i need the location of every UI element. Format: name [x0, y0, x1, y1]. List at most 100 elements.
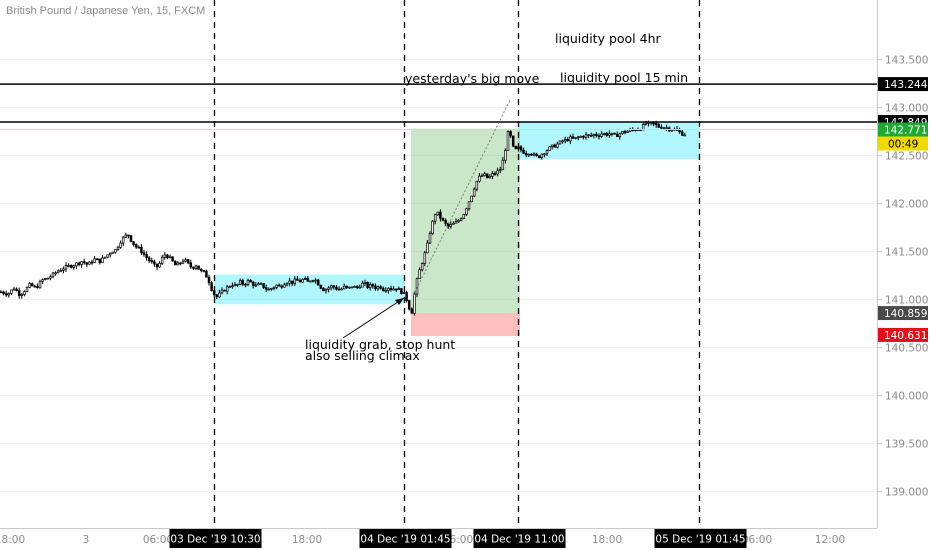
- date-badge-label: 05 Dec '19 01:45: [655, 534, 745, 546]
- trade-path-line: [412, 99, 511, 297]
- candle-body: [329, 285, 333, 289]
- candle-body: [20, 294, 24, 296]
- candle-body: [327, 287, 330, 290]
- x-tick-label: 06:00: [742, 534, 772, 546]
- candle-body: [33, 285, 37, 288]
- candle-body: [231, 285, 234, 288]
- price-label: 140.859: [884, 308, 927, 320]
- x-tick-label: 06:00: [143, 534, 173, 546]
- candle-body: [480, 175, 484, 178]
- candle-body: [553, 144, 557, 148]
- candle-body: [301, 279, 304, 283]
- y-tick-label: 142.500: [885, 151, 928, 163]
- candle-body: [571, 136, 575, 139]
- y-tick-label: 141.000: [885, 295, 928, 307]
- candle-body: [504, 150, 507, 161]
- candle-body: [322, 287, 325, 292]
- candle-body: [145, 254, 148, 259]
- candle-body: [454, 221, 458, 224]
- zone-long-risk[interactable]: [411, 312, 520, 336]
- candle-body: [623, 131, 627, 133]
- candle-body: [153, 261, 156, 265]
- candle-body: [150, 260, 154, 263]
- candle-body: [394, 288, 398, 291]
- candle-body: [491, 173, 494, 177]
- candle-body: [415, 278, 419, 295]
- candle-body: [43, 278, 47, 281]
- candle-body: [199, 269, 203, 271]
- candle-body: [116, 246, 120, 250]
- date-badge-label: 04 Dec '19 11:00: [474, 534, 564, 546]
- time-axis[interactable]: 18:00306:0012:0018:00406:0012:0018:00506…: [0, 529, 845, 548]
- candle-body: [522, 149, 525, 154]
- candle-body: [470, 195, 473, 203]
- candle-body: [589, 134, 593, 137]
- candle-body: [218, 292, 221, 298]
- candle-body: [530, 153, 533, 156]
- candle-body: [535, 153, 538, 157]
- candle-body: [613, 132, 616, 135]
- candle-body: [38, 281, 42, 289]
- candle-body: [114, 249, 117, 253]
- date-badge-bg: [654, 529, 747, 548]
- candle-body: [337, 288, 341, 291]
- candle-body: [160, 256, 164, 264]
- candle-body: [2, 291, 5, 295]
- candle-body: [311, 280, 315, 282]
- candle-body: [475, 180, 479, 190]
- candle-body: [353, 286, 356, 288]
- candle-body: [25, 286, 29, 292]
- y-tick-label: 143.500: [885, 55, 928, 67]
- candle-body: [296, 278, 299, 281]
- candle-body: [298, 280, 302, 283]
- candle-body: [0, 291, 3, 294]
- zone-long-profit[interactable]: [411, 128, 520, 313]
- candle-body: [405, 292, 408, 301]
- candle-body: [439, 211, 442, 219]
- candle-body: [493, 173, 497, 175]
- price-axis[interactable]: 143.244142.849142.771140.859140.63100:49…: [878, 55, 928, 499]
- candle-body: [309, 280, 312, 283]
- candle-body: [592, 133, 596, 137]
- candle-body: [457, 219, 460, 222]
- candle-body: [171, 256, 174, 262]
- candle-body: [95, 258, 99, 261]
- annotation-yesterdays-big-move: yesterday's big move: [405, 71, 540, 86]
- candle-body: [506, 130, 510, 151]
- candle-body: [407, 300, 411, 310]
- date-badge-bg: [359, 529, 452, 548]
- x-tick-label: 18:00: [292, 534, 322, 546]
- annotation-liquidity-grab-line1: liquidity grab, stop hunt: [305, 337, 455, 352]
- candle-body: [262, 283, 265, 289]
- candle-body: [618, 133, 622, 138]
- candle-body: [519, 146, 523, 151]
- candle-body: [498, 169, 502, 172]
- chart-title: British Pound / Japanese Yen, 15, FXCM: [6, 5, 206, 17]
- candle-body: [381, 287, 385, 292]
- candle-body: [10, 289, 13, 294]
- candle-body: [119, 242, 122, 248]
- zone-range-03dec[interactable]: [214, 274, 405, 305]
- candle-body: [220, 289, 224, 294]
- candle-body: [566, 138, 570, 142]
- annotation-liquidity-grab-line2: also selling climax: [305, 348, 420, 363]
- candle-body: [82, 261, 86, 264]
- candle-body: [69, 265, 73, 268]
- candle-body: [108, 252, 112, 256]
- candle-body: [441, 217, 445, 221]
- candle-body: [524, 153, 528, 156]
- candle-body: [324, 288, 328, 292]
- candle-body: [205, 270, 208, 278]
- y-tick-label: 140.000: [885, 391, 928, 403]
- candle-body: [7, 292, 11, 296]
- candle-body: [207, 276, 211, 284]
- candle-body: [155, 263, 159, 268]
- candle-body: [238, 280, 242, 285]
- candle-body: [379, 286, 382, 289]
- candle-body: [615, 133, 619, 137]
- candle-body: [236, 283, 239, 286]
- candle-body: [288, 280, 291, 284]
- countdown-label: 00:49: [888, 139, 918, 151]
- candle-body: [465, 208, 468, 215]
